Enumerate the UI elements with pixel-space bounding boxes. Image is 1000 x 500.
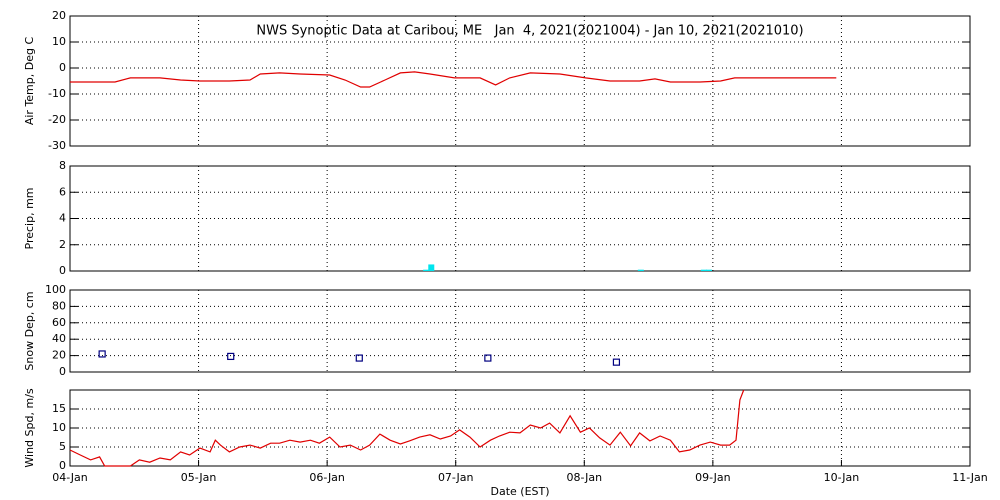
y-tick-label: 6	[59, 185, 66, 198]
point	[98, 350, 106, 358]
y-tick-label: 100	[45, 283, 66, 296]
x-tick-label: 10-Jan	[824, 471, 860, 484]
y-tick-label: 15	[52, 402, 66, 415]
data-line	[69, 389, 745, 467]
y-tick-label: 60	[52, 316, 66, 329]
y-axis-label: Precip, mm	[23, 188, 36, 250]
bar	[706, 269, 712, 271]
plot-frame	[69, 15, 971, 147]
y-tick-label: 5	[59, 440, 66, 453]
data-line	[70, 71, 837, 88]
bar	[423, 269, 430, 271]
y-tick-label: 0	[59, 264, 66, 277]
y-tick-label: 40	[52, 332, 66, 345]
y-tick-label: 80	[52, 299, 66, 312]
x-tick-label: 04-Jan	[52, 471, 88, 484]
y-tick-label: 20	[52, 9, 66, 22]
x-tick-label: 11-Jan	[952, 471, 988, 484]
bar	[700, 269, 707, 271]
y-tick-label: 20	[52, 349, 66, 362]
x-tick-label: 05-Jan	[181, 471, 217, 484]
y-tick-label: 0	[59, 459, 66, 472]
y-tick-label: 0	[59, 365, 66, 378]
y-tick-label: 4	[59, 212, 66, 225]
x-tick-label: 06-Jan	[309, 471, 345, 484]
x-axis-label: Date (EST)	[490, 485, 549, 498]
x-tick-label: 09-Jan	[695, 471, 731, 484]
bar	[637, 269, 644, 271]
y-tick-label: 10	[52, 421, 66, 434]
chart-title: NWS Synoptic Data at Caribou, ME Jan 4, …	[256, 24, 803, 39]
y-tick-label: -10	[48, 87, 66, 100]
x-tick-label: 07-Jan	[438, 471, 474, 484]
y-tick-label: 2	[59, 238, 66, 251]
x-tick-label: 08-Jan	[567, 471, 603, 484]
plot-frame	[69, 389, 971, 467]
y-tick-label: -20	[48, 113, 66, 126]
plot-frame	[69, 289, 971, 373]
y-axis-label: Wind Spd, m/s	[23, 388, 36, 468]
point	[612, 358, 621, 366]
y-axis-label: Air Temp, Deg C	[23, 37, 36, 126]
y-tick-label: 8	[59, 159, 66, 172]
y-tick-label: 0	[59, 61, 66, 74]
plot-frame	[69, 165, 971, 272]
point	[227, 352, 235, 361]
y-tick-label: 10	[52, 35, 66, 48]
y-tick-label: -30	[48, 139, 66, 152]
point	[484, 354, 492, 362]
bar	[428, 264, 435, 271]
point	[355, 354, 363, 362]
y-axis-label: Snow Dep, cm	[23, 291, 36, 370]
